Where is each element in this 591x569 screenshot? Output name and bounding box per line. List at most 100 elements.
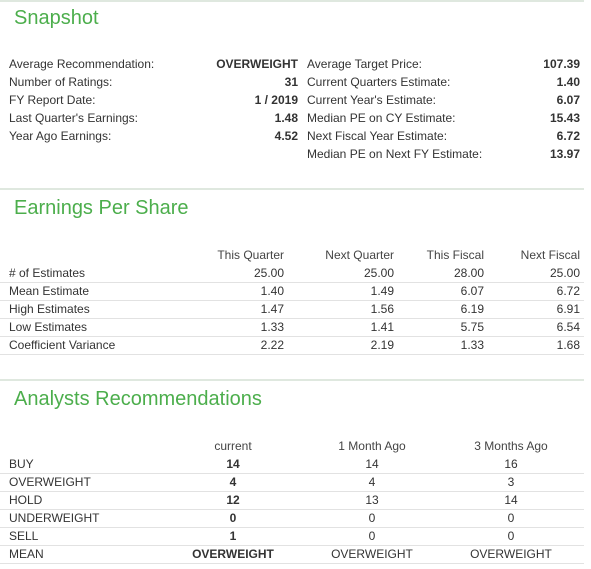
analysts-col-current: current — [214, 439, 252, 453]
eps-row-label: Coefficient Variance — [9, 338, 116, 352]
snapshot-right-value: 1.40 — [556, 75, 580, 89]
eps-cell: 1.47 — [260, 302, 284, 316]
analysts-title: Analysts Recommendations — [14, 388, 262, 410]
eps-cell: 25.00 — [549, 266, 580, 280]
eps-row: Low Estimates 1.33 1.41 5.75 6.54 — [0, 318, 584, 337]
snapshot-right-label: Current Quarters Estimate: — [307, 75, 451, 89]
eps-row-label: Mean Estimate — [9, 284, 90, 298]
analysts-cell: OVERWEIGHT — [192, 547, 274, 561]
eps-row-label: High Estimates — [9, 302, 90, 316]
eps-col-this-quarter: This Quarter — [217, 248, 284, 262]
snapshot-right-value: 15.43 — [549, 111, 580, 125]
snapshot-right-label: Median PE on CY Estimate: — [307, 111, 456, 125]
analysts-cell: 0 — [507, 529, 515, 543]
analysts-row-label: BUY — [9, 457, 34, 471]
eps-cell: 2.19 — [370, 338, 394, 352]
eps-row: High Estimates 1.47 1.56 6.19 6.91 — [0, 300, 584, 319]
snapshot-row: Number of Ratings: 31 Current Quarters E… — [0, 73, 584, 91]
analysts-header-row: current 1 Month Ago 3 Months Ago — [0, 437, 584, 455]
snapshot-left-label: FY Report Date: — [9, 93, 96, 107]
analysts-cell: 14 — [365, 457, 379, 471]
eps-cell: 1.40 — [260, 284, 284, 298]
eps-header-row: This Quarter Next Quarter This Fiscal Ne… — [0, 246, 584, 264]
analysts-row: OVERWEIGHT 4 4 3 — [0, 473, 584, 492]
snapshot-left-value: OVERWEIGHT — [216, 57, 298, 71]
eps-row: # of Estimates 25.00 25.00 28.00 25.00 — [0, 264, 584, 283]
snapshot-right-label: Median PE on Next FY Estimate: — [307, 147, 483, 161]
eps-cell: 6.54 — [556, 320, 580, 334]
eps-row-label: Low Estimates — [9, 320, 88, 334]
eps-cell: 1.33 — [260, 320, 284, 334]
eps-cell: 25.00 — [363, 266, 394, 280]
eps-row: Mean Estimate 1.40 1.49 6.07 6.72 — [0, 282, 584, 301]
eps-col-next-fiscal: Next Fiscal — [520, 248, 580, 262]
snapshot-left-value: 4.52 — [274, 129, 298, 143]
eps-cell: 1.56 — [370, 302, 394, 316]
analysts-row: SELL 1 0 0 — [0, 527, 584, 546]
snapshot-left-label: Last Quarter's Earnings: — [9, 111, 139, 125]
analysts-row-label: HOLD — [9, 493, 43, 507]
snapshot-right-value: 6.07 — [556, 93, 580, 107]
snapshot-right-value: 6.72 — [556, 129, 580, 143]
analysts-cell: 3 — [507, 475, 515, 489]
eps-cell: 25.00 — [253, 266, 284, 280]
snapshot-right-value: 107.39 — [543, 57, 580, 71]
analysts-row-label: SELL — [9, 529, 39, 543]
snapshot-right-value: 13.97 — [549, 147, 580, 161]
eps-cell: 1.33 — [460, 338, 484, 352]
eps-col-next-quarter: Next Quarter — [325, 248, 394, 262]
analysts-cell: 4 — [368, 475, 376, 489]
eps-cell: 5.75 — [460, 320, 484, 334]
analysts-row: BUY 14 14 16 — [0, 455, 584, 474]
analysts-cell: OVERWEIGHT — [470, 547, 552, 561]
analysts-cell: 14 — [504, 493, 518, 507]
eps-row: Coefficient Variance 2.22 2.19 1.33 1.68 — [0, 336, 584, 355]
analysts-row: MEAN OVERWEIGHT OVERWEIGHT OVERWEIGHT — [0, 545, 584, 564]
snapshot-left-value: 1.48 — [274, 111, 298, 125]
analysts-row-label: OVERWEIGHT — [9, 475, 91, 489]
analysts-row-label: UNDERWEIGHT — [9, 511, 100, 525]
analysts-cell: 0 — [507, 511, 515, 525]
eps-cell: 2.22 — [260, 338, 284, 352]
analysts-cell: 4 — [229, 475, 237, 489]
analysts-header-bar — [0, 379, 584, 381]
snapshot-row: Average Recommendation: OVERWEIGHT Avera… — [0, 55, 584, 73]
analysts-row: HOLD 12 13 14 — [0, 491, 584, 510]
eps-cell: 28.00 — [453, 266, 484, 280]
eps-cell: 6.07 — [460, 284, 484, 298]
analysts-row: UNDERWEIGHT 0 0 0 — [0, 509, 584, 528]
eps-cell: 6.91 — [556, 302, 580, 316]
snapshot-left-value: 1 / 2019 — [254, 93, 298, 107]
analysts-cell: 0 — [229, 511, 237, 525]
analysts-cell: 12 — [226, 493, 240, 507]
snapshot-header-bar — [0, 0, 584, 2]
analysts-cell: 0 — [368, 511, 376, 525]
analysts-cell: 16 — [504, 457, 518, 471]
analysts-col-1-month-ago: 1 Month Ago — [338, 439, 406, 453]
analysts-cell: 13 — [365, 493, 379, 507]
analysts-cell: 14 — [226, 457, 240, 471]
eps-cell: 6.19 — [460, 302, 484, 316]
snapshot-left-label: Average Recommendation: — [9, 57, 155, 71]
eps-title: Earnings Per Share — [14, 197, 189, 219]
eps-cell: 1.41 — [370, 320, 394, 334]
snapshot-right-label: Next Fiscal Year Estimate: — [307, 129, 448, 143]
eps-row-label: # of Estimates — [9, 266, 86, 280]
snapshot-left-label: Year Ago Earnings: — [9, 129, 112, 143]
snapshot-right-label: Average Target Price: — [307, 57, 422, 71]
eps-cell: 1.49 — [370, 284, 394, 298]
analysts-col-3-months-ago: 3 Months Ago — [474, 439, 548, 453]
eps-col-this-fiscal: This Fiscal — [426, 248, 484, 262]
snapshot-left-label: Number of Ratings: — [9, 75, 113, 89]
eps-header-bar — [0, 188, 584, 190]
eps-cell: 1.68 — [556, 338, 580, 352]
snapshot-right-label: Current Year's Estimate: — [307, 93, 437, 107]
eps-cell: 6.72 — [556, 284, 580, 298]
snapshot-row: Year Ago Earnings: 4.52 Next Fiscal Year… — [0, 127, 584, 145]
snapshot-row: Median PE on Next FY Estimate: 13.97 — [0, 145, 584, 163]
snapshot-row: Last Quarter's Earnings: 1.48 Median PE … — [0, 109, 584, 127]
analysts-row-label: MEAN — [9, 547, 44, 561]
snapshot-title: Snapshot — [14, 7, 99, 29]
analysts-cell: 1 — [229, 529, 237, 543]
snapshot-left-value: 31 — [284, 75, 298, 89]
